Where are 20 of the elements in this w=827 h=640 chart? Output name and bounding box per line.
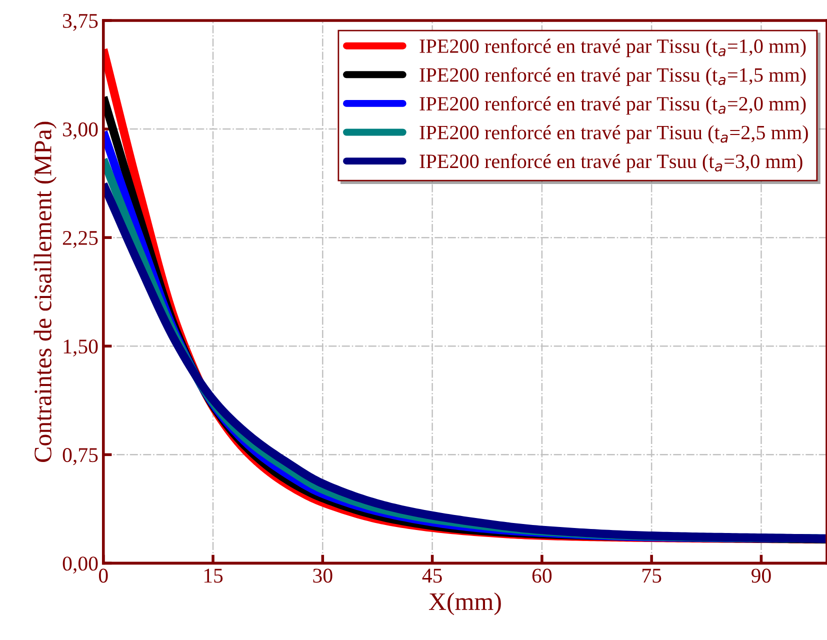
legend-label: IPE200 renforcé en travé par Tissu (t$_{a}$=2,0 mm) xyxy=(420,96,806,115)
y-tick-label: 2,25 xyxy=(62,231,98,248)
x-tick-label: 0 xyxy=(98,568,108,583)
y-tick-label: 0,00 xyxy=(62,556,98,574)
x-tick-label: 45 xyxy=(422,568,442,583)
legend-label: IPE200 renforcé en travé par Tissu (t$_{a}$=1,0 mm) xyxy=(420,38,806,58)
legend-label: IPE200 renforcé en travé par Tissu (t$_{a}$=1,5 mm) xyxy=(420,67,806,86)
x-tick-label: 15 xyxy=(204,568,223,583)
y-tick-label: 0,75 xyxy=(62,448,98,466)
x-tick-label: 90 xyxy=(751,568,771,583)
y-tick-label: 3,75 xyxy=(63,14,98,31)
y-tick-label: 1,50 xyxy=(64,339,98,357)
legend-label: IPE200 renforcé en travé par Tisuu (t$_{a}$=2,5 mm) xyxy=(420,125,808,144)
x-tick-label: 30 xyxy=(313,568,332,583)
x-tick-label: 75 xyxy=(642,568,662,583)
y-axis-title: Contraintes de cisaillement (MPa) xyxy=(34,122,56,462)
x-tick-label: 60 xyxy=(532,568,552,583)
y-tick-label: 3,00 xyxy=(63,122,98,140)
legend-label: IPE200 renforcé en travé par Tsuu (t$_{a}$=3,0 mm) xyxy=(420,154,802,172)
x-axis-title: X(mm) xyxy=(428,592,501,616)
